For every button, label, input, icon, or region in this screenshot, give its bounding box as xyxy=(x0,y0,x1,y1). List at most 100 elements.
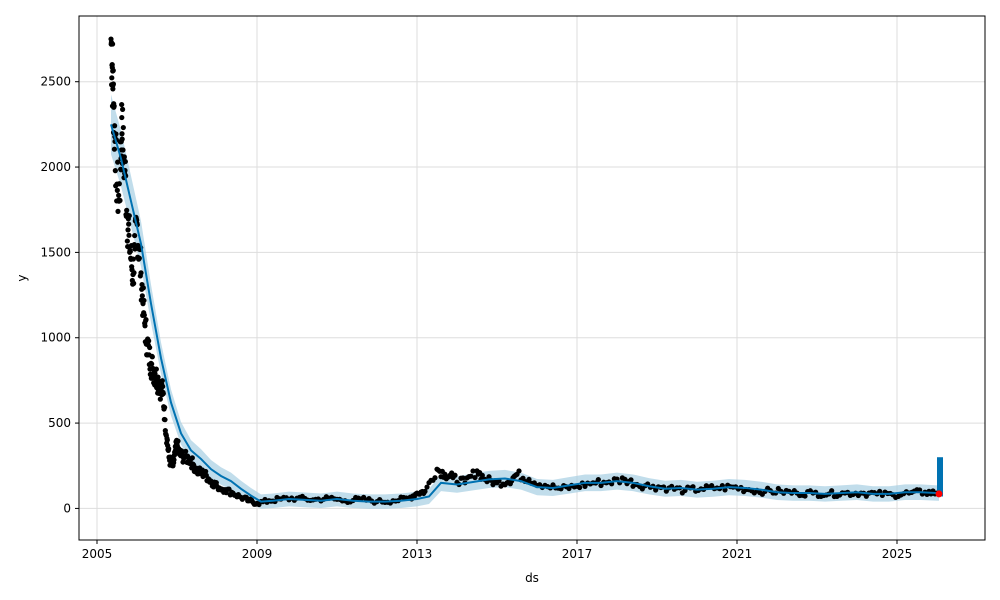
observed-point xyxy=(153,366,159,372)
last-observed-point xyxy=(935,490,943,498)
x-tick-label: 2025 xyxy=(882,547,913,561)
observed-point xyxy=(126,221,132,227)
observed-point xyxy=(171,457,177,463)
observed-point xyxy=(622,476,628,483)
observed-point xyxy=(175,438,181,444)
y-axis-label: y xyxy=(15,274,29,281)
observed-point xyxy=(628,477,634,483)
observed-point xyxy=(110,41,116,47)
observed-point xyxy=(140,285,146,291)
observed-point xyxy=(155,374,161,380)
observed-point xyxy=(164,437,170,443)
observed-point xyxy=(114,187,120,193)
observed-point xyxy=(159,378,165,384)
observed-point xyxy=(490,482,496,488)
observed-point xyxy=(146,338,152,344)
observed-point xyxy=(690,484,696,490)
observed-point xyxy=(189,455,195,461)
x-axis-label: ds xyxy=(525,571,539,585)
x-tick-label: 2013 xyxy=(402,547,433,561)
observed-point xyxy=(117,197,123,204)
observed-point xyxy=(877,488,883,494)
observed-point xyxy=(139,293,145,299)
observed-point xyxy=(452,472,458,478)
observed-point xyxy=(577,484,583,491)
observed-point xyxy=(119,136,125,142)
observed-point xyxy=(203,468,209,475)
x-axis-ticks: 2005 2009 2013 2017 2021 2025 xyxy=(82,540,913,561)
observed-point xyxy=(110,86,116,92)
observed-point xyxy=(131,270,137,276)
observed-point xyxy=(119,131,125,137)
observed-point xyxy=(149,354,155,360)
y-tick-label: 2500 xyxy=(40,75,71,89)
observed-point xyxy=(152,370,158,377)
y-tick-label: 1500 xyxy=(40,245,71,259)
observed-point xyxy=(125,227,131,233)
observed-point xyxy=(141,312,147,318)
observed-point xyxy=(160,383,166,390)
observed-point xyxy=(120,106,126,112)
observed-point xyxy=(116,192,122,198)
observed-point xyxy=(149,361,155,367)
observed-point xyxy=(111,146,117,152)
y-tick-label: 2000 xyxy=(40,160,71,174)
plot-frame xyxy=(78,15,986,541)
observed-point xyxy=(126,213,132,219)
observed-point xyxy=(470,468,476,474)
observed-point xyxy=(468,473,474,479)
observed-point xyxy=(109,75,115,81)
y-tick-label: 500 xyxy=(48,416,71,430)
observed-point xyxy=(110,67,116,74)
y-tick-label: 1000 xyxy=(40,331,71,345)
y-axis-ticks: 0 500 1000 1500 2000 2500 xyxy=(40,75,79,515)
observed-point xyxy=(136,255,142,261)
observed-point xyxy=(802,493,808,499)
forecast-line xyxy=(110,124,939,503)
y-tick-label: 0 xyxy=(63,501,71,515)
observed-point xyxy=(126,232,132,238)
observed-point xyxy=(119,101,125,108)
observed-point xyxy=(160,391,166,397)
observed-point xyxy=(110,81,116,87)
observed-point xyxy=(122,158,128,165)
observed-point xyxy=(112,123,118,129)
observed-point xyxy=(130,256,136,262)
observed-point xyxy=(141,297,147,304)
grid xyxy=(79,16,985,540)
observed-point xyxy=(120,124,126,131)
observed-point xyxy=(111,103,117,109)
observed-point xyxy=(115,208,121,214)
x-tick-label: 2009 xyxy=(242,547,273,561)
observed-point xyxy=(116,181,122,187)
observed-point xyxy=(162,404,168,411)
observed-point xyxy=(183,448,189,454)
observed-point xyxy=(120,147,126,153)
observed-point xyxy=(119,114,125,121)
observed-point xyxy=(142,323,148,329)
observed-point xyxy=(422,488,428,494)
x-tick-label: 2021 xyxy=(722,547,753,561)
observed-point xyxy=(162,417,168,423)
observed-point xyxy=(516,468,522,474)
observed-point xyxy=(424,484,430,490)
future-forecast-band xyxy=(937,457,943,497)
observed-point xyxy=(127,248,133,255)
observed-point xyxy=(432,475,438,481)
observed-point xyxy=(166,446,172,452)
observed-point xyxy=(131,280,137,286)
observed-point xyxy=(595,476,601,483)
observed-point xyxy=(124,207,130,213)
observed-point xyxy=(138,270,144,276)
observed-point xyxy=(460,475,466,481)
x-tick-label: 2005 xyxy=(82,547,113,561)
observed-point xyxy=(143,317,149,323)
observed-point xyxy=(526,476,532,483)
observed-point xyxy=(147,344,153,351)
observed-point xyxy=(124,238,130,244)
observed-point xyxy=(112,168,118,174)
observed-point xyxy=(115,159,121,165)
observed-point xyxy=(132,232,138,239)
observed-point xyxy=(829,488,835,494)
